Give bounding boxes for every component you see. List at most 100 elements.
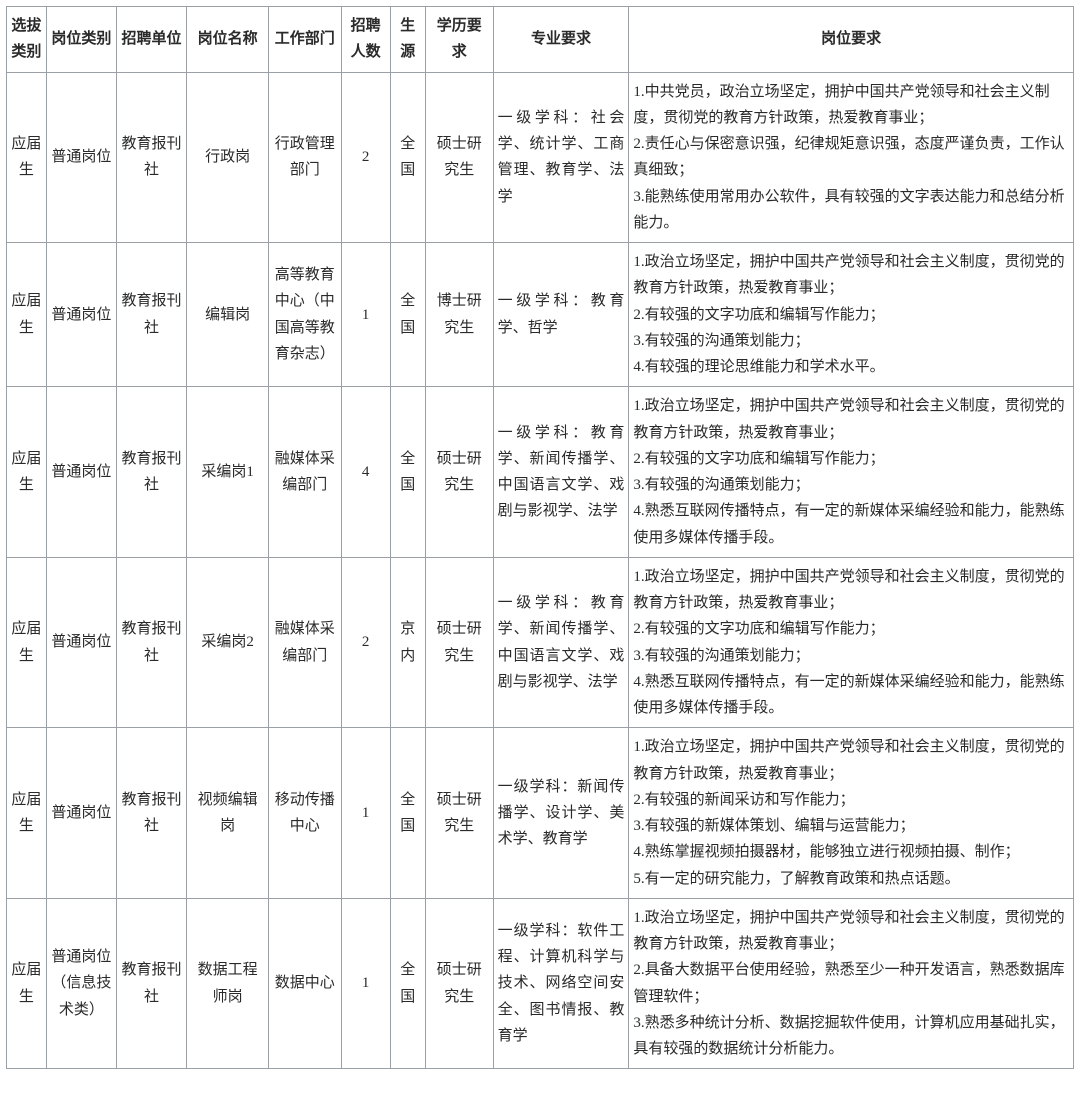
cell-dept: 融媒体采编部门: [269, 387, 342, 558]
cell-posType: 普通岗位: [46, 557, 116, 728]
cell-major: 一级学科：社会学、统计学、工商管理、教育学、法学: [493, 72, 629, 243]
cell-selection: 应届生: [7, 898, 47, 1069]
table-header-row: 选拔类别岗位类别招聘单位岗位名称工作部门招聘人数生源学历要求专业要求岗位要求: [7, 7, 1074, 73]
req-line: 2.有较强的新闻采访和写作能力；: [633, 787, 1069, 813]
col-header-posName: 岗位名称: [187, 7, 269, 73]
cell-origin: 全国: [390, 72, 425, 243]
cell-dept: 行政管理部门: [269, 72, 342, 243]
cell-dept: 数据中心: [269, 898, 342, 1069]
req-line: 3.有较强的沟通策划能力；: [633, 328, 1069, 354]
cell-major: 一级学科：教育学、新闻传播学、中国语言文学、戏剧与影视学、法学: [493, 387, 629, 558]
cell-major: 一级学科：教育学、新闻传播学、中国语言文学、戏剧与影视学、法学: [493, 557, 629, 728]
cell-posName: 编辑岗: [187, 243, 269, 387]
cell-major: 一级学科：软件工程、计算机科学与技术、网络空间安全、图书情报、教育学: [493, 898, 629, 1069]
cell-count: 1: [341, 243, 390, 387]
req-line: 3.熟悉多种统计分析、数据挖掘软件使用，计算机应用基础扎实，具有较强的数据统计分…: [633, 1010, 1069, 1063]
req-line: 5.有一定的研究能力，了解教育政策和热点话题。: [633, 866, 1069, 892]
req-line: 1.政治立场坚定，拥护中国共产党领导和社会主义制度，贯彻党的教育方针政策，热爱教…: [633, 393, 1069, 446]
cell-origin: 全国: [390, 728, 425, 899]
cell-selection: 应届生: [7, 728, 47, 899]
cell-posName: 行政岗: [187, 72, 269, 243]
req-line: 3.有较强的沟通策划能力；: [633, 472, 1069, 498]
col-header-posType: 岗位类别: [46, 7, 116, 73]
recruitment-table: 选拔类别岗位类别招聘单位岗位名称工作部门招聘人数生源学历要求专业要求岗位要求 应…: [6, 6, 1074, 1069]
cell-req: 1.政治立场坚定，拥护中国共产党领导和社会主义制度，贯彻党的教育方针政策，热爱教…: [629, 557, 1074, 728]
cell-origin: 全国: [390, 243, 425, 387]
cell-posType: 普通岗位: [46, 243, 116, 387]
col-header-dept: 工作部门: [269, 7, 342, 73]
cell-posType: 普通岗位（信息技术类）: [46, 898, 116, 1069]
cell-employer: 教育报刊社: [116, 557, 186, 728]
cell-req: 1.政治立场坚定，拥护中国共产党领导和社会主义制度，贯彻党的教育方针政策，热爱教…: [629, 898, 1074, 1069]
cell-degree: 硕士研究生: [425, 387, 493, 558]
req-line: 4.熟悉互联网传播特点，有一定的新媒体采编经验和能力，能熟练使用多媒体传播手段。: [633, 669, 1069, 722]
cell-dept: 融媒体采编部门: [269, 557, 342, 728]
cell-posName: 采编岗1: [187, 387, 269, 558]
col-header-req: 岗位要求: [629, 7, 1074, 73]
cell-posName: 数据工程师岗: [187, 898, 269, 1069]
table-row: 应届生普通岗位教育报刊社行政岗行政管理部门2全国硕士研究生一级学科：社会学、统计…: [7, 72, 1074, 243]
req-line: 1.政治立场坚定，拥护中国共产党领导和社会主义制度，贯彻党的教育方针政策，热爱教…: [633, 564, 1069, 617]
req-line: 4.有较强的理论思维能力和学术水平。: [633, 354, 1069, 380]
cell-count: 2: [341, 557, 390, 728]
cell-major: 一级学科：教育学、哲学: [493, 243, 629, 387]
req-line: 2.有较强的文字功底和编辑写作能力；: [633, 446, 1069, 472]
cell-employer: 教育报刊社: [116, 72, 186, 243]
cell-selection: 应届生: [7, 387, 47, 558]
cell-posType: 普通岗位: [46, 72, 116, 243]
cell-origin: 全国: [390, 387, 425, 558]
cell-employer: 教育报刊社: [116, 243, 186, 387]
cell-dept: 高等教育中心（中国高等教育杂志）: [269, 243, 342, 387]
cell-posType: 普通岗位: [46, 387, 116, 558]
cell-employer: 教育报刊社: [116, 387, 186, 558]
cell-selection: 应届生: [7, 72, 47, 243]
col-header-origin: 生源: [390, 7, 425, 73]
col-header-count: 招聘人数: [341, 7, 390, 73]
req-line: 1.中共党员，政治立场坚定，拥护中国共产党领导和社会主义制度，贯彻党的教育方针政…: [633, 79, 1069, 132]
cell-selection: 应届生: [7, 243, 47, 387]
cell-degree: 硕士研究生: [425, 728, 493, 899]
cell-req: 1.政治立场坚定，拥护中国共产党领导和社会主义制度，贯彻党的教育方针政策，热爱教…: [629, 387, 1074, 558]
cell-employer: 教育报刊社: [116, 898, 186, 1069]
cell-count: 1: [341, 728, 390, 899]
table-row: 应届生普通岗位教育报刊社采编岗1融媒体采编部门4全国硕士研究生一级学科：教育学、…: [7, 387, 1074, 558]
cell-degree: 硕士研究生: [425, 898, 493, 1069]
req-line: 3.有较强的沟通策划能力；: [633, 643, 1069, 669]
req-line: 2.有较强的文字功底和编辑写作能力；: [633, 302, 1069, 328]
cell-posName: 采编岗2: [187, 557, 269, 728]
cell-selection: 应届生: [7, 557, 47, 728]
cell-count: 4: [341, 387, 390, 558]
cell-count: 1: [341, 898, 390, 1069]
req-line: 1.政治立场坚定，拥护中国共产党领导和社会主义制度，贯彻党的教育方针政策，热爱教…: [633, 734, 1069, 787]
col-header-employer: 招聘单位: [116, 7, 186, 73]
cell-count: 2: [341, 72, 390, 243]
req-line: 1.政治立场坚定，拥护中国共产党领导和社会主义制度，贯彻党的教育方针政策，热爱教…: [633, 905, 1069, 958]
cell-degree: 硕士研究生: [425, 72, 493, 243]
req-line: 4.熟练掌握视频拍摄器材，能够独立进行视频拍摄、制作；: [633, 839, 1069, 865]
cell-posName: 视频编辑岗: [187, 728, 269, 899]
cell-req: 1.政治立场坚定，拥护中国共产党领导和社会主义制度，贯彻党的教育方针政策，热爱教…: [629, 728, 1074, 899]
cell-degree: 硕士研究生: [425, 557, 493, 728]
req-line: 2.责任心与保密意识强，纪律规矩意识强，态度严谨负责，工作认真细致；: [633, 131, 1069, 184]
cell-degree: 博士研究生: [425, 243, 493, 387]
cell-dept: 移动传播中心: [269, 728, 342, 899]
col-header-major: 专业要求: [493, 7, 629, 73]
col-header-degree: 学历要求: [425, 7, 493, 73]
cell-req: 1.政治立场坚定，拥护中国共产党领导和社会主义制度，贯彻党的教育方针政策，热爱教…: [629, 243, 1074, 387]
table-row: 应届生普通岗位教育报刊社编辑岗高等教育中心（中国高等教育杂志）1全国博士研究生一…: [7, 243, 1074, 387]
table-row: 应届生普通岗位（信息技术类）教育报刊社数据工程师岗数据中心1全国硕士研究生一级学…: [7, 898, 1074, 1069]
req-line: 2.有较强的文字功底和编辑写作能力；: [633, 616, 1069, 642]
req-line: 1.政治立场坚定，拥护中国共产党领导和社会主义制度，贯彻党的教育方针政策，热爱教…: [633, 249, 1069, 302]
req-line: 3.有较强的新媒体策划、编辑与运营能力；: [633, 813, 1069, 839]
req-line: 2.具备大数据平台使用经验，熟悉至少一种开发语言，熟悉数据库管理软件；: [633, 957, 1069, 1010]
req-line: 3.能熟练使用常用办公软件，具有较强的文字表达能力和总结分析能力。: [633, 184, 1069, 237]
cell-req: 1.中共党员，政治立场坚定，拥护中国共产党领导和社会主义制度，贯彻党的教育方针政…: [629, 72, 1074, 243]
req-line: 4.熟悉互联网传播特点，有一定的新媒体采编经验和能力，能熟练使用多媒体传播手段。: [633, 498, 1069, 551]
cell-origin: 京内: [390, 557, 425, 728]
table-row: 应届生普通岗位教育报刊社采编岗2融媒体采编部门2京内硕士研究生一级学科：教育学、…: [7, 557, 1074, 728]
cell-posType: 普通岗位: [46, 728, 116, 899]
col-header-selection: 选拔类别: [7, 7, 47, 73]
cell-origin: 全国: [390, 898, 425, 1069]
cell-employer: 教育报刊社: [116, 728, 186, 899]
cell-major: 一级学科：新闻传播学、设计学、美术学、教育学: [493, 728, 629, 899]
